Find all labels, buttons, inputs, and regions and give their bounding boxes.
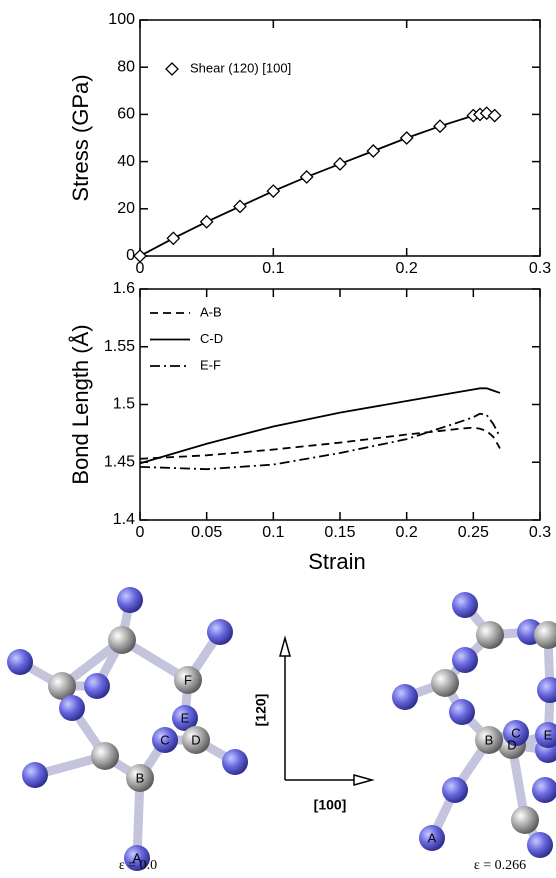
atom bbox=[22, 762, 48, 788]
atom bbox=[117, 587, 143, 613]
atom bbox=[452, 647, 478, 673]
atom-label: E bbox=[181, 710, 190, 725]
atom-label: E bbox=[544, 727, 553, 742]
y-tick-label: 100 bbox=[108, 11, 135, 28]
atom-label: B bbox=[136, 770, 145, 785]
series-line bbox=[140, 388, 500, 463]
plot-frame bbox=[140, 289, 540, 520]
atom-label: C bbox=[160, 732, 169, 747]
marker bbox=[167, 232, 179, 244]
marker bbox=[367, 145, 379, 157]
x-axis-label: Strain bbox=[308, 549, 365, 574]
atom bbox=[452, 592, 478, 618]
atom bbox=[527, 832, 553, 858]
x-tick-label: 0.25 bbox=[458, 524, 489, 541]
atom-label: D bbox=[191, 732, 200, 747]
direction-label: [120] bbox=[253, 694, 269, 727]
y-tick-label: 1.6 bbox=[113, 280, 135, 297]
atom bbox=[449, 699, 475, 725]
atom bbox=[108, 626, 136, 654]
x-tick-label: 0.1 bbox=[262, 260, 284, 277]
series-line bbox=[140, 414, 500, 469]
series-line bbox=[140, 113, 495, 256]
x-tick-label: 0.15 bbox=[324, 524, 355, 541]
atom-label: B bbox=[485, 732, 494, 747]
marker bbox=[267, 185, 279, 197]
series-line bbox=[140, 428, 500, 459]
plot-frame bbox=[140, 20, 540, 256]
x-tick-label: 0.2 bbox=[396, 524, 418, 541]
figure: 02040608010000.10.20.3Stress (GPa)Shear … bbox=[0, 0, 556, 878]
direction-label: [100] bbox=[314, 797, 347, 813]
x-tick-label: 0.3 bbox=[529, 260, 551, 277]
legend-label: E-F bbox=[200, 357, 221, 372]
marker bbox=[234, 200, 246, 212]
atom bbox=[511, 806, 539, 834]
atom bbox=[442, 777, 468, 803]
caption: ε = 0.266 bbox=[474, 858, 526, 873]
atom bbox=[392, 684, 418, 710]
atom-label: A bbox=[428, 830, 437, 845]
direction-arrows bbox=[280, 638, 372, 785]
x-tick-label: 0.1 bbox=[262, 524, 284, 541]
y-tick-label: 20 bbox=[117, 200, 135, 217]
y-axis-label: Bond Length (Å) bbox=[68, 324, 93, 484]
atom bbox=[84, 673, 110, 699]
y-tick-label: 1.4 bbox=[113, 511, 135, 528]
y-tick-label: 80 bbox=[117, 58, 135, 75]
y-tick-label: 60 bbox=[117, 106, 135, 123]
atom bbox=[537, 677, 556, 703]
atom-label: D bbox=[507, 737, 516, 752]
x-tick-label: 0 bbox=[136, 524, 145, 541]
legend-marker bbox=[166, 63, 178, 75]
legend-label: Shear (120) [100] bbox=[190, 60, 291, 75]
y-tick-label: 1.5 bbox=[113, 396, 135, 413]
atom bbox=[207, 619, 233, 645]
legend-label: A-B bbox=[200, 304, 222, 319]
marker bbox=[434, 120, 446, 132]
marker bbox=[334, 158, 346, 170]
y-tick-label: 1.55 bbox=[104, 338, 135, 355]
atom bbox=[59, 695, 85, 721]
legend-label: C-D bbox=[200, 331, 223, 346]
atom bbox=[476, 621, 504, 649]
atom bbox=[91, 742, 119, 770]
atom bbox=[7, 649, 33, 675]
atom-label: F bbox=[184, 672, 192, 687]
caption: ε = 0.0 bbox=[119, 858, 157, 873]
x-tick-label: 0.2 bbox=[396, 260, 418, 277]
atom bbox=[431, 669, 459, 697]
atom bbox=[222, 749, 248, 775]
x-tick-label: 0.05 bbox=[191, 524, 222, 541]
x-tick-label: 0.3 bbox=[529, 524, 551, 541]
y-axis-label: Stress (GPa) bbox=[68, 74, 93, 201]
y-tick-label: 40 bbox=[117, 153, 135, 170]
y-tick-label: 1.45 bbox=[104, 453, 135, 470]
atom bbox=[532, 777, 556, 803]
marker bbox=[401, 132, 413, 144]
marker bbox=[201, 216, 213, 228]
marker bbox=[301, 171, 313, 183]
